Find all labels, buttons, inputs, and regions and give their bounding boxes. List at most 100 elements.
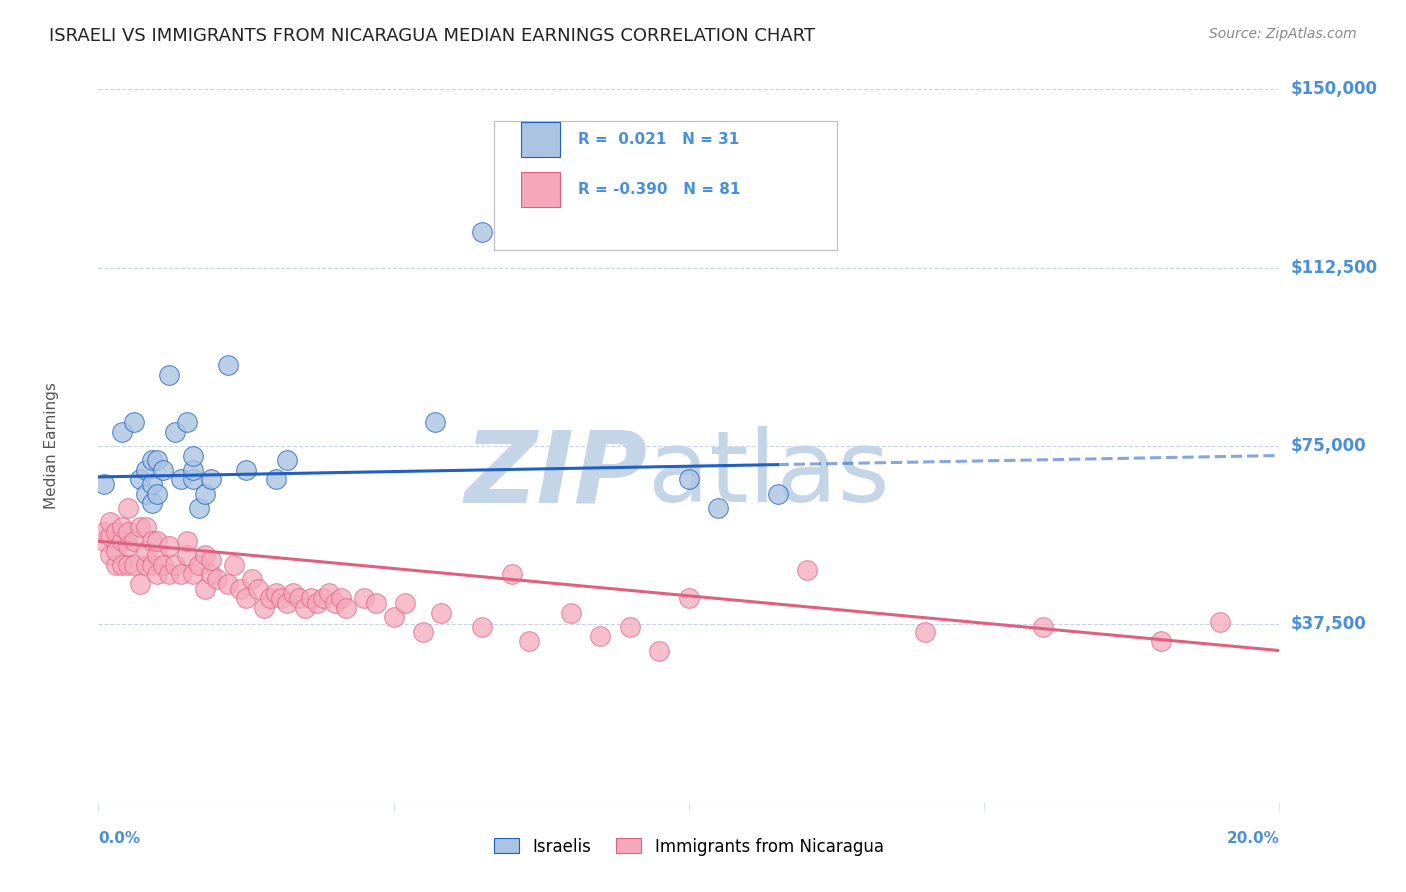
Point	[246, 582, 269, 596]
Point	[200, 472, 222, 486]
Text: ISRAELI VS IMMIGRANTS FROM NICARAGUA MEDIAN EARNINGS CORRELATION CHART: ISRAELI VS IMMIGRANTS FROM NICARAGUA MED…	[49, 27, 815, 45]
Point	[1150, 634, 1173, 648]
Point	[176, 415, 198, 429]
Point	[312, 591, 335, 606]
Point	[194, 486, 217, 500]
Point	[253, 600, 276, 615]
Point	[364, 596, 387, 610]
Point	[146, 534, 169, 549]
Point	[264, 472, 287, 486]
Point	[1209, 615, 1232, 629]
Point	[914, 624, 936, 639]
Point	[105, 543, 128, 558]
Text: 0.0%: 0.0%	[98, 831, 141, 847]
FancyBboxPatch shape	[522, 121, 560, 157]
Point	[200, 567, 222, 582]
FancyBboxPatch shape	[522, 171, 560, 207]
Point	[264, 586, 287, 600]
Text: atlas: atlas	[648, 426, 889, 523]
Point	[146, 567, 169, 582]
Point	[187, 558, 209, 572]
Point	[146, 549, 169, 563]
Point	[412, 624, 434, 639]
Point	[111, 534, 134, 549]
Point	[181, 567, 204, 582]
Point	[194, 582, 217, 596]
Point	[796, 563, 818, 577]
Point	[98, 515, 121, 529]
Point	[170, 567, 193, 582]
Point	[335, 600, 357, 615]
Legend: Israelis, Immigrants from Nicaragua: Israelis, Immigrants from Nicaragua	[488, 831, 890, 863]
Point	[471, 225, 494, 239]
Point	[288, 591, 311, 606]
Point	[329, 591, 352, 606]
Point	[93, 524, 115, 539]
Point	[501, 567, 523, 582]
Point	[423, 415, 446, 429]
Point	[430, 606, 453, 620]
Point	[560, 606, 582, 620]
Point	[1032, 620, 1054, 634]
Point	[276, 596, 298, 610]
Point	[141, 496, 163, 510]
Point	[165, 425, 187, 439]
Point	[181, 472, 204, 486]
Point	[117, 558, 139, 572]
Point	[200, 553, 222, 567]
Point	[157, 567, 180, 582]
Point	[128, 472, 150, 486]
Point	[170, 472, 193, 486]
Point	[105, 558, 128, 572]
Point	[318, 586, 340, 600]
Point	[181, 463, 204, 477]
Point	[176, 534, 198, 549]
Point	[128, 577, 150, 591]
Text: Median Earnings: Median Earnings	[44, 383, 59, 509]
Point	[135, 520, 157, 534]
Point	[205, 572, 228, 586]
Point	[270, 591, 292, 606]
Point	[294, 600, 316, 615]
Text: Source: ZipAtlas.com: Source: ZipAtlas.com	[1209, 27, 1357, 41]
Point	[152, 558, 174, 572]
Point	[259, 591, 281, 606]
Point	[117, 500, 139, 515]
Point	[394, 596, 416, 610]
Point	[323, 596, 346, 610]
Point	[194, 549, 217, 563]
Point	[382, 610, 405, 624]
Point	[305, 596, 328, 610]
Point	[766, 486, 789, 500]
Point	[217, 577, 239, 591]
Point	[111, 520, 134, 534]
Point	[181, 449, 204, 463]
Point	[240, 572, 263, 586]
Point	[229, 582, 252, 596]
Text: ZIP: ZIP	[464, 426, 648, 523]
Point	[135, 543, 157, 558]
Point	[353, 591, 375, 606]
Point	[678, 472, 700, 486]
Point	[678, 591, 700, 606]
Point	[187, 500, 209, 515]
Point	[519, 634, 541, 648]
Text: R = -0.390   N = 81: R = -0.390 N = 81	[578, 182, 741, 197]
Point	[471, 620, 494, 634]
Point	[117, 539, 139, 553]
Point	[276, 453, 298, 467]
Point	[111, 558, 134, 572]
Point	[235, 591, 257, 606]
Text: $112,500: $112,500	[1291, 259, 1378, 277]
Point	[157, 539, 180, 553]
Point	[176, 549, 198, 563]
Point	[157, 368, 180, 382]
Point	[135, 486, 157, 500]
Point	[122, 534, 145, 549]
Point	[619, 620, 641, 634]
Point	[141, 534, 163, 549]
Point	[224, 558, 246, 572]
Point	[135, 558, 157, 572]
Point	[141, 558, 163, 572]
Point	[93, 534, 115, 549]
